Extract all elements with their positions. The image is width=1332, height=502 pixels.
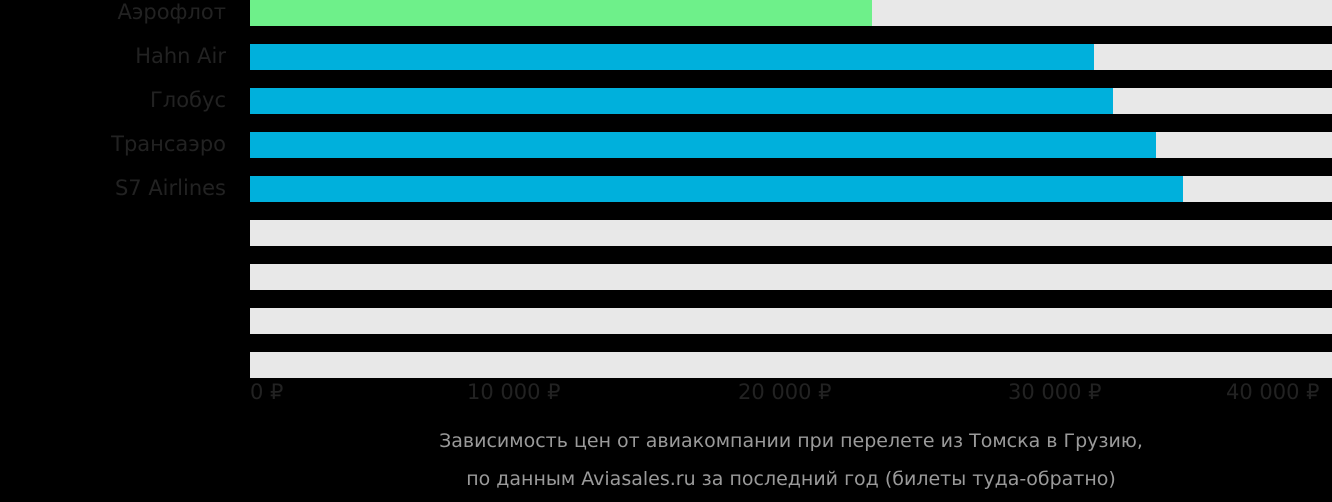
bar-label: Глобус [149,88,226,112]
chart-caption-line2: по данным Aviasales.ru за последний год … [466,468,1116,490]
bar-track [250,88,1332,114]
bar-track [250,220,1332,246]
x-axis-tick: 20 000 ₽ [738,380,832,404]
bar-label: S7 Airlines [114,176,226,200]
bar-label: Аэрофлот [117,0,226,24]
bar-fill [250,0,873,26]
x-axis-tick: 0 ₽ [250,380,284,404]
bar-track [250,176,1332,202]
x-axis-tick: 10 000 ₽ [467,380,561,404]
bar-fill [250,132,1157,158]
bar-track [250,264,1332,290]
x-axis-tick: 30 000 ₽ [1008,380,1102,404]
x-axis-tick: 40 000 ₽ [1226,380,1320,404]
bar-label [0,219,226,245]
bar-track [250,44,1332,70]
bar-track [250,308,1332,334]
bar-track [250,0,1332,26]
bar-label: Hahn Air [135,44,226,68]
bar-label [0,351,226,377]
bar-track [250,132,1332,158]
bar-label [0,307,226,333]
chart-caption-line1: Зависимость цен от авиакомпании при пере… [439,430,1143,452]
bar-fill [250,176,1184,202]
bar-label: Трансаэро [111,132,226,156]
bar-fill [250,44,1094,70]
bar-track [250,352,1332,378]
bar-fill [250,88,1113,114]
bar-label [0,263,226,289]
